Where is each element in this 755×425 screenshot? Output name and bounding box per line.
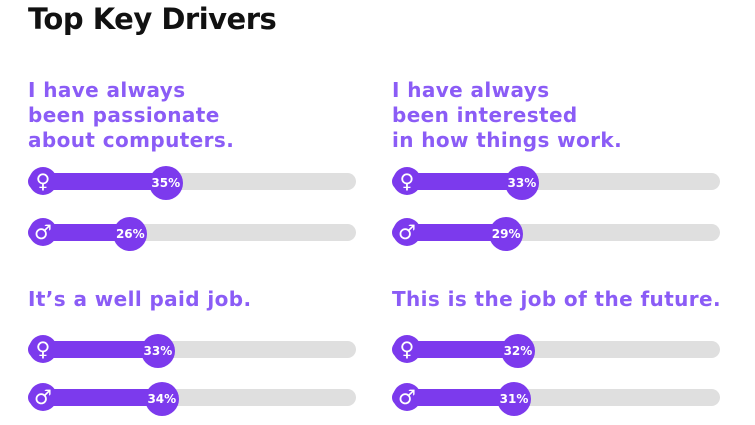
driver-statement: It’s a well paid job. [28, 287, 252, 312]
statement-line: been passionate [28, 103, 220, 127]
female-symbol-icon: ♀ [29, 167, 57, 195]
female-bar-fill [28, 173, 166, 190]
female-percent-label: 32% [500, 334, 535, 368]
female-bar-fill [28, 341, 158, 358]
female-symbol-icon: ♀ [393, 335, 421, 363]
female-bar-fill [392, 173, 522, 190]
driver-statement: This is the job of the future. [392, 287, 721, 312]
page-title: Top Key Drivers [28, 2, 277, 36]
statement-line: I have always [28, 78, 186, 102]
statement-line: in how things work. [392, 128, 623, 152]
male-bar-row: ♂ 29% [392, 217, 720, 251]
female-percent-label: 33% [140, 334, 175, 368]
female-bar-row: ♀ 32% [392, 334, 720, 368]
male-symbol-icon: ♂ [393, 383, 421, 411]
female-bar-fill [392, 341, 518, 358]
statement-line: about computers. [28, 128, 235, 152]
male-symbol-icon: ♂ [393, 218, 421, 246]
male-bar-row: ♂ 34% [28, 382, 356, 416]
female-bar-row: ♀ 33% [392, 166, 720, 200]
female-symbol-icon: ♀ [29, 335, 57, 363]
male-bar-row: ♂ 31% [392, 382, 720, 416]
female-symbol-icon: ♀ [393, 167, 421, 195]
female-percent-label: 35% [148, 166, 183, 200]
male-percent-label: 29% [489, 217, 524, 251]
female-bar-row: ♀ 35% [28, 166, 356, 200]
statement-line: I have always [392, 78, 550, 102]
male-percent-label: 31% [497, 382, 532, 416]
male-bar-fill [392, 389, 515, 406]
male-percent-label: 34% [144, 382, 179, 416]
female-bar-row: ♀ 33% [28, 334, 356, 368]
statement-line: It’s a well paid job. [28, 287, 252, 311]
male-percent-label: 26% [113, 217, 148, 251]
female-percent-label: 33% [504, 166, 539, 200]
male-symbol-icon: ♂ [29, 218, 57, 246]
driver-statement: I have always been interested in how thing… [392, 78, 622, 153]
statement-line: been interested [392, 103, 578, 127]
statement-line: This is the job of the future. [392, 287, 722, 311]
male-symbol-icon: ♂ [29, 383, 57, 411]
male-bar-fill [28, 389, 162, 406]
male-bar-row: ♂ 26% [28, 217, 356, 251]
driver-statement: I have always been passionate about comput… [28, 78, 234, 153]
